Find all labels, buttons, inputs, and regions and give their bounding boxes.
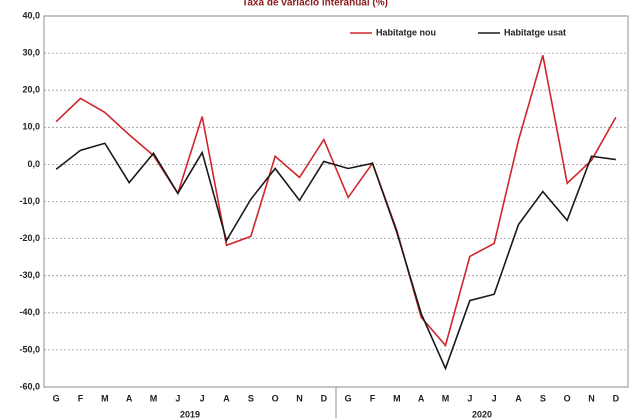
- legend-label: Habitatge nou: [376, 27, 436, 37]
- chart-title: Taxa de variació interanual (%): [242, 0, 388, 9]
- x-tick-label: G: [53, 393, 60, 403]
- x-tick-label: M: [101, 393, 109, 403]
- y-tick-label: -60,0: [19, 381, 40, 391]
- x-tick-label: D: [613, 393, 620, 403]
- year-label: 2019: [180, 409, 200, 418]
- y-tick-label: 0,0: [27, 159, 40, 169]
- line-series: [55, 142, 616, 371]
- x-tick-label: A: [515, 393, 522, 403]
- x-tick-label: N: [588, 393, 595, 403]
- x-tick-label: M: [442, 393, 450, 403]
- x-tick-label: M: [393, 393, 401, 403]
- x-tick-label: M: [150, 393, 158, 403]
- x-tick-label: F: [370, 393, 376, 403]
- x-tick-label: S: [540, 393, 546, 403]
- y-tick-label: -20,0: [19, 233, 40, 243]
- y-tick-label: 40,0: [22, 10, 40, 20]
- x-tick-label: G: [345, 393, 352, 403]
- y-tick-label: -50,0: [19, 344, 40, 354]
- y-tick-label: 20,0: [22, 85, 40, 95]
- x-tick-label: J: [200, 393, 205, 403]
- x-tick-label: J: [175, 393, 180, 403]
- x-tick-label: N: [296, 393, 303, 403]
- x-tick-label: D: [321, 393, 328, 403]
- x-tick-label: A: [418, 393, 425, 403]
- x-tick-label: J: [492, 393, 497, 403]
- y-tick-label: 10,0: [22, 122, 40, 132]
- x-tick-label: J: [467, 393, 472, 403]
- x-tick-label: O: [564, 393, 571, 403]
- line-series: [55, 55, 617, 348]
- x-tick-label: S: [248, 393, 254, 403]
- x-tick-label: F: [78, 393, 84, 403]
- y-tick-label: -40,0: [19, 307, 40, 317]
- y-tick-label: -30,0: [19, 270, 40, 280]
- x-tick-label: A: [126, 393, 133, 403]
- year-label: 2020: [472, 409, 492, 418]
- x-tick-label: A: [223, 393, 230, 403]
- y-tick-label: 30,0: [22, 47, 40, 57]
- legend-label: Habitatge usat: [504, 27, 566, 37]
- x-tick-label: O: [272, 393, 279, 403]
- y-tick-label: -10,0: [19, 196, 40, 206]
